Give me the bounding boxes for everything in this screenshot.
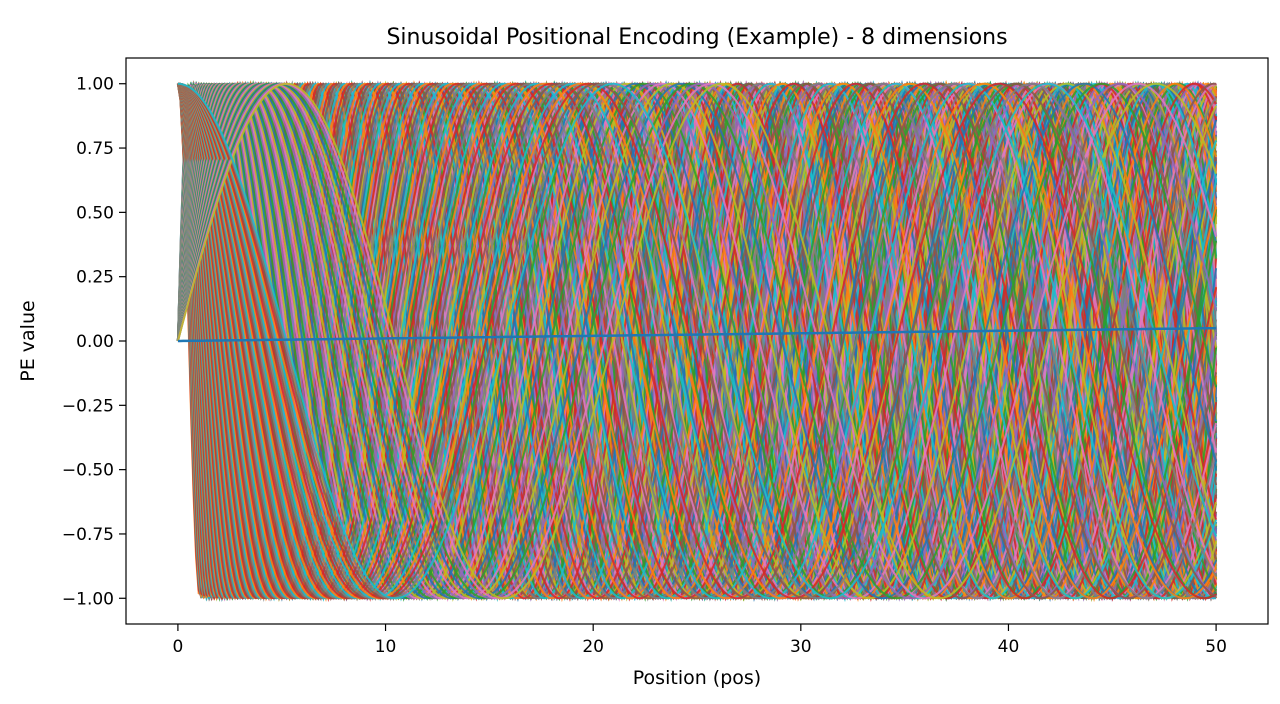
series-line [176, 82, 1218, 600]
series-line [176, 82, 1218, 600]
x-axis-label: Position (pos) [633, 667, 761, 689]
y-tick-label: 0.50 [76, 203, 114, 223]
series-line [176, 82, 1218, 600]
series-line [177, 82, 1217, 600]
series-line [176, 82, 1218, 600]
series-line [176, 82, 1218, 600]
series-line [177, 82, 1218, 600]
series-line [176, 82, 1218, 600]
series-line [176, 82, 1218, 600]
series-line [177, 326, 1217, 343]
y-tick-label: −0.75 [62, 525, 114, 545]
series-layer [176, 79, 1218, 603]
y-axis-label: PE value [17, 300, 39, 381]
series-line [177, 82, 1218, 600]
x-tick-label: 50 [1205, 637, 1227, 657]
x-tick-label: 10 [375, 637, 397, 657]
series-line [176, 82, 1218, 600]
x-tick-label: 0 [172, 637, 183, 657]
x-tick-label: 20 [582, 637, 604, 657]
series-line [176, 82, 1217, 600]
y-tick-label: 0.00 [76, 332, 114, 352]
series-line [177, 82, 1218, 600]
series-line [177, 82, 1218, 600]
series-line [177, 82, 1218, 600]
y-tick-label: −0.50 [62, 461, 114, 481]
y-tick-label: −0.25 [62, 396, 114, 416]
series-line [177, 82, 1218, 600]
y-tick-label: −1.00 [62, 589, 114, 609]
y-tick-label: 0.25 [76, 268, 114, 288]
series-line [176, 82, 1218, 600]
y-tick-label: 1.00 [76, 75, 114, 95]
series-line [177, 82, 1218, 600]
x-tick-label: 30 [790, 637, 812, 657]
series-line [177, 82, 1218, 600]
series-line [176, 82, 1218, 600]
series-line [177, 82, 1218, 600]
x-tick-label: 40 [998, 637, 1020, 657]
series-line [177, 82, 1217, 600]
y-tick-label: 0.75 [76, 139, 114, 159]
x-axis: 0 10 20 30 40 50 [172, 624, 1227, 657]
series-line [177, 82, 1217, 600]
series-line [177, 82, 1217, 600]
chart-title: Sinusoidal Positional Encoding (Example)… [386, 25, 1007, 50]
y-axis: −1.00 −0.75 −0.50 −0.25 0.00 0.25 0.50 0.75 1.00 [62, 75, 126, 609]
series-line [176, 82, 1218, 600]
series-line [177, 82, 1218, 600]
series-line [177, 82, 1217, 600]
series-line [177, 82, 1218, 600]
